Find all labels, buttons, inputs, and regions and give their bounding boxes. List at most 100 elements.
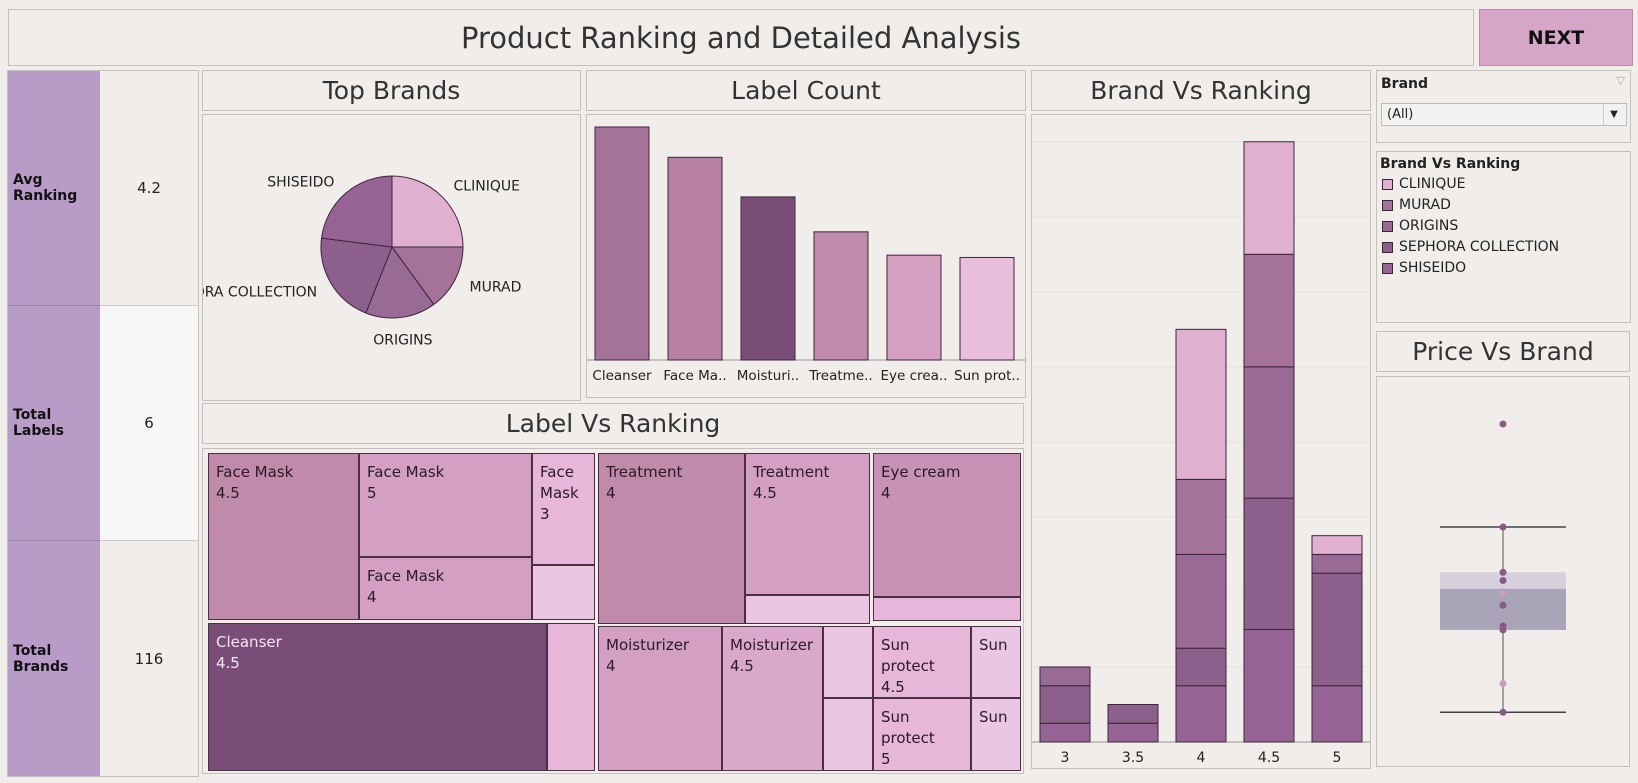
brand-vs-ranking-panel: 3 3.5 4 4.5 5 [1031, 114, 1371, 769]
stack-segment-murad[interactable] [1175, 478, 1227, 555]
treemap-cell-label: Face Mask [540, 463, 579, 502]
pie-slice-sephora-collection[interactable] [320, 237, 393, 314]
brand-vs-ranking-title: Brand Vs Ranking [1031, 70, 1371, 111]
stack-segment-sephora-collection[interactable] [1311, 572, 1363, 687]
chevron-down-icon[interactable]: ▼ [1603, 104, 1624, 125]
pie-slice-shiseido[interactable] [321, 175, 393, 248]
treemap-cell[interactable]: Sun [971, 698, 1021, 771]
treemap-cell[interactable]: Eye cream 4 [873, 453, 1021, 597]
stack-segment-shiseido[interactable] [1175, 685, 1227, 743]
treemap-cell[interactable]: Sun protect 4.5 [873, 626, 971, 698]
stack-segment-clinique[interactable] [1175, 328, 1227, 480]
label-count-bar[interactable] [667, 156, 723, 361]
next-button[interactable]: NEXT [1479, 9, 1633, 66]
stack-segment-origins[interactable] [1175, 553, 1227, 649]
treemap-cell-value: 5 [367, 484, 377, 502]
legend-item[interactable]: SHISEIDO [1382, 260, 1466, 276]
stack-segment-murad[interactable] [1243, 253, 1295, 368]
price-vs-brand-title: Price Vs Brand [1376, 331, 1630, 372]
treemap-cell[interactable]: Sun [971, 626, 1021, 698]
price-point[interactable] [1499, 601, 1507, 609]
stack-segment-sephora-collection[interactable] [1107, 703, 1159, 724]
stack-segment-clinique[interactable] [1243, 141, 1295, 255]
x-tick-label: Cleanser [592, 368, 652, 384]
pie-slice-murad[interactable] [391, 246, 464, 306]
price-point[interactable] [1499, 568, 1507, 576]
treemap-cell-value: 4 [606, 484, 616, 502]
pie-label: MURAD [470, 279, 522, 295]
legend-item[interactable]: MURAD [1382, 197, 1451, 213]
treemap-cell-value: 3 [540, 505, 550, 523]
treemap-cell[interactable]: Cleanser 4.5 [208, 623, 547, 771]
x-tick-label: 5 [1333, 750, 1342, 766]
price-point[interactable] [1499, 626, 1507, 634]
stack-segment-origins[interactable] [1039, 666, 1091, 687]
treemap-cell[interactable] [547, 623, 595, 771]
stack-segment-shiseido[interactable] [1039, 722, 1091, 743]
treemap-cell-value: 4 [606, 657, 616, 675]
treemap-cell[interactable]: Face Mask 5 [359, 453, 532, 557]
treemap-cell[interactable] [532, 565, 595, 620]
kpi-total-brands-value: 116 [134, 649, 164, 668]
stack-segment-shiseido[interactable] [1107, 722, 1159, 743]
label-count-bar[interactable] [813, 231, 869, 361]
treemap-cell-label: Face Mask [367, 463, 445, 481]
stack-segment-sephora-collection[interactable] [1039, 685, 1091, 724]
x-tick-label: 4.5 [1258, 750, 1280, 766]
label-count-bar[interactable] [740, 196, 796, 361]
pie-slice-origins[interactable] [365, 245, 435, 319]
stack-segment-sephora-collection[interactable] [1243, 497, 1295, 630]
kpi-total-labels-value: 6 [100, 306, 198, 541]
price-point[interactable] [1499, 679, 1507, 687]
treemap-cell-value: 4 [881, 484, 891, 502]
treemap-cell[interactable]: Face Mask 4 [359, 557, 532, 620]
treemap-cell[interactable] [823, 626, 873, 698]
x-tick-label: Face Ma.. [663, 368, 726, 384]
stack-segment-shiseido[interactable] [1243, 628, 1295, 743]
stack-segment-clinique[interactable] [1311, 535, 1363, 555]
brand-filter-title: Brand [1381, 76, 1429, 92]
price-vs-brand-box-plot [1440, 420, 1566, 716]
legend-item[interactable]: CLINIQUE [1382, 176, 1465, 192]
label-count-bar[interactable] [959, 256, 1015, 361]
stack-segment-sephora-collection[interactable] [1175, 647, 1227, 687]
legend-item[interactable]: ORIGINS [1382, 218, 1458, 234]
price-vs-brand-panel [1376, 376, 1630, 767]
page-title: Product Ranking and Detailed Analysis [8, 9, 1474, 66]
legend-label: SEPHORA COLLECTION [1399, 239, 1560, 255]
treemap-cell[interactable]: Face Mask 4.5 [208, 453, 359, 620]
stack-segment-origins[interactable] [1311, 553, 1363, 574]
x-tick-label: 3.5 [1122, 750, 1144, 766]
treemap-cell-value: 4.5 [216, 484, 240, 502]
price-point[interactable] [1499, 589, 1507, 597]
stack-segment-origins[interactable] [1243, 366, 1295, 499]
filter-icon[interactable]: ▽ [1616, 74, 1625, 87]
legend-item[interactable]: SEPHORA COLLECTION [1382, 239, 1559, 255]
treemap-cell[interactable]: Face Mask 3 [532, 453, 595, 565]
price-point[interactable] [1499, 708, 1507, 716]
treemap-cell-label: Sun protect [881, 636, 935, 675]
brand-filter-dropdown[interactable]: (All) ▼ [1381, 103, 1627, 126]
price-point[interactable] [1499, 523, 1507, 531]
stack-segment-shiseido[interactable] [1311, 685, 1363, 743]
pie-slice-clinique[interactable] [391, 175, 464, 248]
treemap-cell[interactable]: Sun protect 5 [873, 698, 971, 771]
treemap-cell-label: Sun [979, 636, 1008, 654]
treemap-cell[interactable] [745, 595, 870, 624]
legend-swatch [1382, 241, 1393, 253]
treemap-cell[interactable]: Treatment 4.5 [745, 453, 870, 595]
treemap-cell-label: Sun [979, 708, 1008, 726]
label-count-bar[interactable] [594, 126, 650, 361]
top-brands-title: Top Brands [202, 70, 581, 111]
price-point[interactable] [1499, 420, 1507, 428]
treemap-cell[interactable]: Moisturizer 4 [598, 626, 722, 771]
label-count-bar[interactable] [886, 254, 942, 361]
treemap-cell[interactable]: Treatment 4 [598, 453, 745, 624]
treemap-cell[interactable] [873, 597, 1021, 621]
treemap-cell[interactable] [823, 698, 873, 771]
brand-filter: Brand ▽ (All) ▼ [1376, 70, 1631, 143]
pie-label: ORIGINS [373, 332, 432, 348]
price-point[interactable] [1499, 577, 1507, 585]
treemap-cell[interactable]: Moisturizer 4.5 [722, 626, 823, 771]
label-vs-ranking-treemap: Face Mask 4.5 Face Mask 5 Face Mask 3 Face Mas… [202, 448, 1024, 774]
